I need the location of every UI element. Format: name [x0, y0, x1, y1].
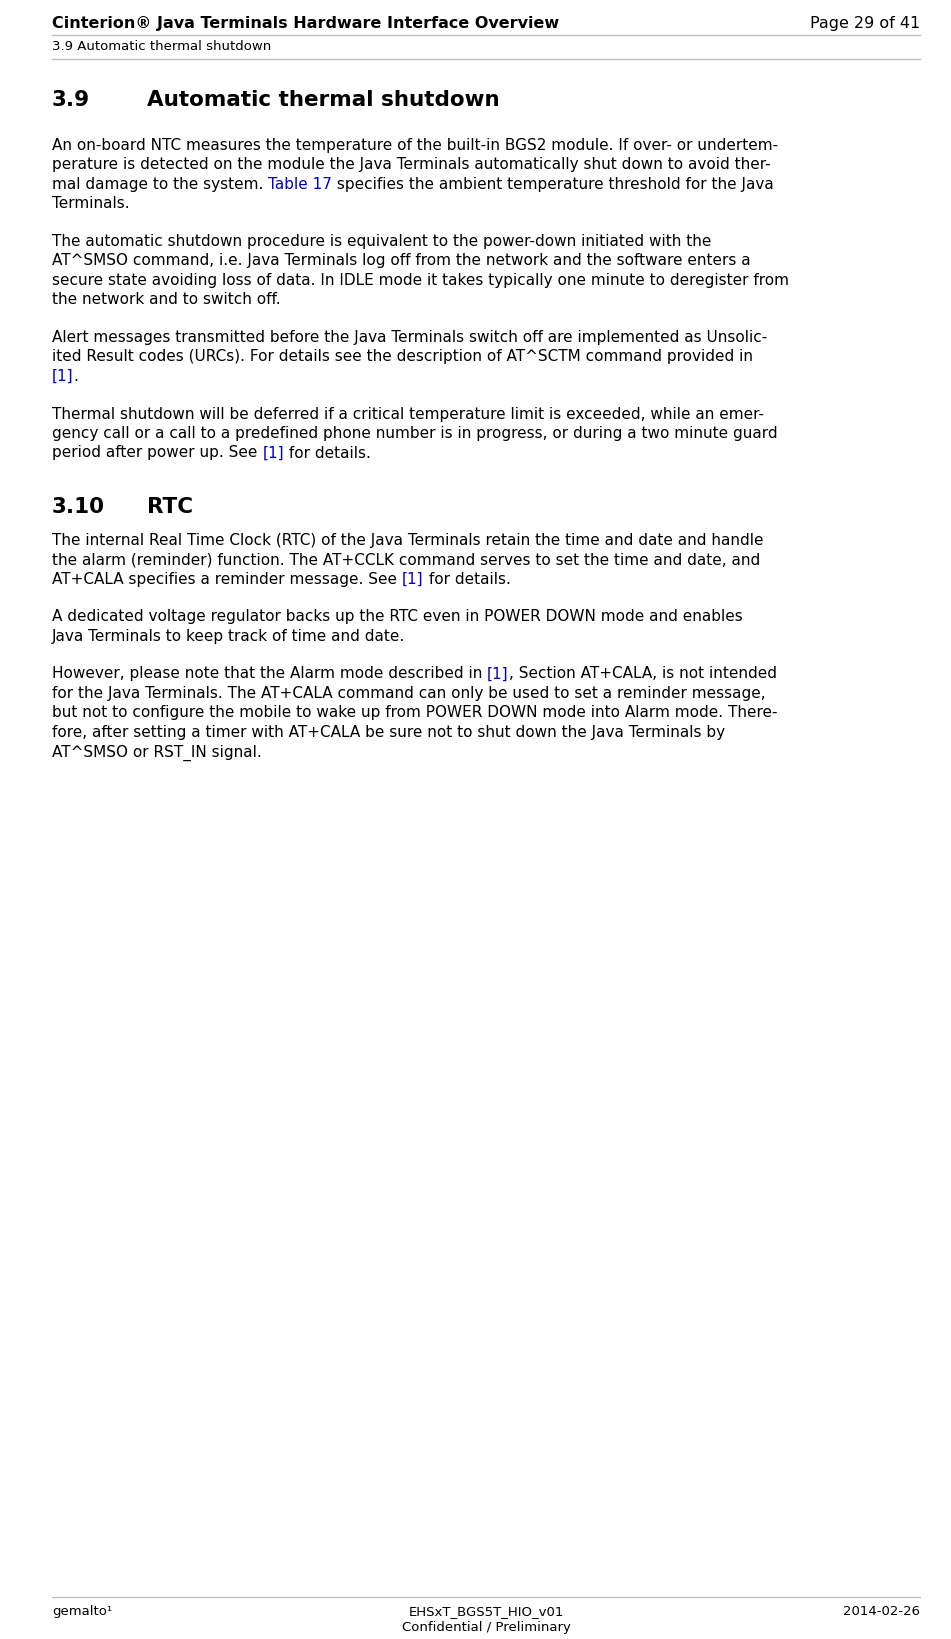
Text: 2014-02-26: 2014-02-26: [843, 1605, 920, 1618]
Text: AT^SMSO or RST_IN signal.: AT^SMSO or RST_IN signal.: [52, 744, 262, 760]
Text: secure state avoiding loss of data. In IDLE mode it takes typically one minute t: secure state avoiding loss of data. In I…: [52, 272, 789, 288]
Text: EHSxT_BGS5T_HIO_v01: EHSxT_BGS5T_HIO_v01: [408, 1605, 564, 1618]
Text: for the Java Terminals. The AT+CALA command can only be used to set a reminder m: for the Java Terminals. The AT+CALA comm…: [52, 685, 766, 700]
Text: the alarm (reminder) function. The AT+CCLK command serves to set the time and da: the alarm (reminder) function. The AT+CC…: [52, 552, 760, 567]
Text: for details.: for details.: [423, 572, 511, 587]
Text: AT+CALA specifies a reminder message. See: AT+CALA specifies a reminder message. Se…: [52, 572, 402, 587]
Text: period after power up. See: period after power up. See: [52, 446, 262, 461]
Text: Alert messages transmitted before the Java Terminals switch off are implemented : Alert messages transmitted before the Ja…: [52, 329, 767, 344]
Text: gency call or a call to a predefined phone number is in progress, or during a tw: gency call or a call to a predefined pho…: [52, 426, 778, 441]
Text: ited Result codes (URCs). For details see the description of AT^SCTM command pro: ited Result codes (URCs). For details se…: [52, 349, 753, 364]
Text: , Section AT+CALA, is not intended: , Section AT+CALA, is not intended: [509, 665, 777, 682]
Text: Automatic thermal shutdown: Automatic thermal shutdown: [147, 90, 499, 110]
Text: 3.9: 3.9: [52, 90, 90, 110]
Text: for details.: for details.: [284, 446, 371, 461]
Text: Thermal shutdown will be deferred if a critical temperature limit is exceeded, w: Thermal shutdown will be deferred if a c…: [52, 406, 764, 421]
Text: However, please note that the Alarm mode described in: However, please note that the Alarm mode…: [52, 665, 487, 682]
Text: Page 29 of 41: Page 29 of 41: [809, 16, 920, 31]
Text: [1]: [1]: [402, 572, 423, 587]
Text: but not to configure the mobile to wake up from POWER DOWN mode into Alarm mode.: but not to configure the mobile to wake …: [52, 705, 778, 720]
Text: Terminals.: Terminals.: [52, 197, 129, 211]
Text: Confidential / Preliminary: Confidential / Preliminary: [401, 1619, 571, 1632]
Text: Table 17: Table 17: [268, 177, 332, 192]
Text: Java Terminals to keep track of time and date.: Java Terminals to keep track of time and…: [52, 629, 405, 644]
Text: [1]: [1]: [52, 369, 73, 384]
Text: specifies the ambient temperature threshold for the Java: specifies the ambient temperature thresh…: [332, 177, 774, 192]
Text: gemalto¹: gemalto¹: [52, 1605, 112, 1618]
Text: The automatic shutdown procedure is equivalent to the power-down initiated with : The automatic shutdown procedure is equi…: [52, 234, 711, 249]
Text: Cinterion® Java Terminals Hardware Interface Overview: Cinterion® Java Terminals Hardware Inter…: [52, 16, 559, 31]
Text: The internal Real Time Clock (RTC) of the Java Terminals retain the time and dat: The internal Real Time Clock (RTC) of th…: [52, 533, 764, 547]
Text: [1]: [1]: [487, 665, 509, 682]
Text: fore, after setting a timer with AT+CALA be sure not to shut down the Java Termi: fore, after setting a timer with AT+CALA…: [52, 724, 725, 739]
Text: the network and to switch off.: the network and to switch off.: [52, 292, 281, 308]
Text: .: .: [73, 369, 79, 384]
Text: [1]: [1]: [262, 446, 284, 461]
Text: mal damage to the system.: mal damage to the system.: [52, 177, 268, 192]
Text: perature is detected on the module the Java Terminals automatically shut down to: perature is detected on the module the J…: [52, 157, 770, 172]
Text: 3.9 Automatic thermal shutdown: 3.9 Automatic thermal shutdown: [52, 39, 271, 52]
Text: An on-board NTC measures the temperature of the built-in BGS2 module. If over- o: An on-board NTC measures the temperature…: [52, 138, 778, 152]
Text: A dedicated voltage regulator backs up the RTC even in POWER DOWN mode and enabl: A dedicated voltage regulator backs up t…: [52, 610, 743, 624]
Text: RTC: RTC: [147, 497, 193, 516]
Text: AT^SMSO command, i.e. Java Terminals log off from the network and the software e: AT^SMSO command, i.e. Java Terminals log…: [52, 254, 750, 269]
Text: 3.10: 3.10: [52, 497, 105, 516]
